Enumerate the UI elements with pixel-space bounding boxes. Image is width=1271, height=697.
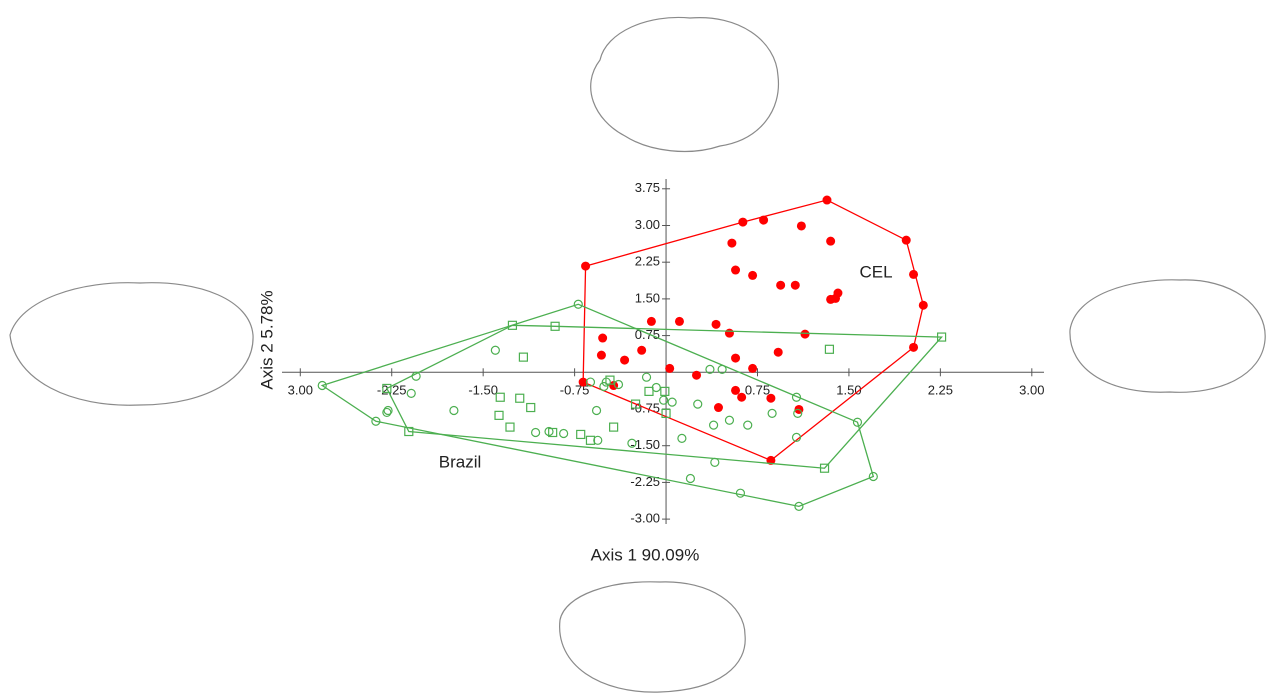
- point: [407, 389, 415, 397]
- point: [748, 364, 757, 373]
- point: [516, 394, 524, 402]
- point: [822, 196, 831, 205]
- point: [744, 421, 752, 429]
- point: [643, 373, 651, 381]
- point: [759, 216, 768, 225]
- point: [581, 262, 590, 271]
- point: [637, 346, 646, 355]
- point: [826, 237, 835, 246]
- x-tick-label: 3.00: [288, 383, 313, 398]
- point: [692, 371, 701, 380]
- point: [577, 430, 585, 438]
- point: [826, 295, 835, 304]
- outline-right: [1070, 280, 1265, 392]
- point: [450, 406, 458, 414]
- series-label: CEL: [859, 262, 892, 281]
- x-tick-label: 1.50: [836, 383, 861, 398]
- point: [532, 428, 540, 436]
- point: [725, 329, 734, 338]
- point: [668, 398, 676, 406]
- y-tick-label: -3.00: [630, 511, 660, 526]
- point: [712, 320, 721, 329]
- y-tick-label: 1.50: [635, 290, 660, 305]
- y-tick-label: -1.50: [630, 437, 660, 452]
- point: [694, 400, 702, 408]
- chart: Axis 1 90.09% Axis 2 5.78% 3.00 -2.25 -1.5…: [0, 0, 1271, 697]
- point: [711, 458, 719, 466]
- point: [774, 348, 783, 357]
- point: [797, 221, 806, 230]
- point: [597, 351, 606, 360]
- point: [593, 406, 601, 414]
- point: [737, 393, 746, 402]
- x-tick-label: 2.25: [928, 383, 953, 398]
- x-axis-title: Axis 1 90.09%: [591, 545, 700, 564]
- point: [661, 387, 669, 395]
- point: [909, 270, 918, 279]
- point: [776, 281, 785, 290]
- point: [645, 387, 653, 395]
- point: [675, 317, 684, 326]
- point: [506, 423, 514, 431]
- point: [909, 343, 918, 352]
- point: [495, 411, 503, 419]
- point: [665, 364, 674, 373]
- point: [560, 429, 568, 437]
- point: [647, 317, 656, 326]
- point: [610, 423, 618, 431]
- point: [919, 301, 928, 310]
- point: [731, 266, 740, 275]
- x-tick-label: -1.50: [468, 383, 498, 398]
- point: [791, 281, 800, 290]
- x-tick-label: 0.75: [745, 383, 770, 398]
- point: [736, 489, 744, 497]
- series-label: Brazil: [439, 452, 482, 471]
- point: [620, 356, 629, 365]
- point: [748, 271, 757, 280]
- outline-bottom: [560, 582, 746, 692]
- point: [710, 421, 718, 429]
- point: [714, 403, 723, 412]
- y-tick-label: 3.75: [635, 180, 660, 195]
- point: [491, 346, 499, 354]
- y-tick-label: 2.25: [635, 254, 660, 269]
- point: [768, 409, 776, 417]
- point: [731, 386, 740, 395]
- point: [725, 416, 733, 424]
- x-tick-label: -2.25: [377, 383, 407, 398]
- point: [738, 218, 747, 227]
- point: [731, 354, 740, 363]
- outline-top: [591, 17, 779, 151]
- point: [686, 474, 694, 482]
- point: [825, 345, 833, 353]
- point: [801, 330, 810, 339]
- point: [727, 239, 736, 248]
- x-tick-label: 3.00: [1019, 383, 1044, 398]
- point: [519, 353, 527, 361]
- point: [766, 394, 775, 403]
- point: [902, 236, 911, 245]
- y-tick-label: 3.00: [635, 217, 660, 232]
- hull: [322, 304, 873, 506]
- point: [527, 404, 535, 412]
- point: [598, 334, 607, 343]
- point: [678, 434, 686, 442]
- outline-left: [10, 283, 253, 406]
- y-axis-title: Axis 2 5.78%: [257, 290, 276, 389]
